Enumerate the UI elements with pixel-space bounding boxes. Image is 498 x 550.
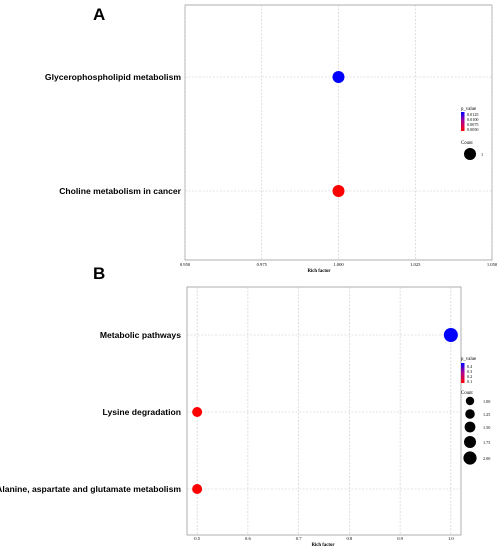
panel-a-color-bar (461, 112, 465, 131)
panel-b-color-tick: 0.1 (467, 379, 472, 384)
panel-b-color-legend-title: p_value (461, 357, 476, 362)
panel-a-size-legend: Count 1 (461, 141, 483, 160)
panel-b-size-legend-dot (463, 451, 477, 465)
panel-a-data-point (332, 185, 345, 197)
panel-b-size-legend-label: 1.25 (483, 412, 490, 417)
panel-b-category-label: Alanine, aspartate and glutamate metabol… (0, 484, 181, 494)
panel-b-x-tick-label: 0.7 (296, 536, 302, 541)
panel-b-x-tick-label: 0.5 (194, 536, 200, 541)
panel-a-color-tick: 0.0075 (467, 122, 479, 127)
panel-a-letter: A (93, 5, 105, 24)
panel-b-size-legend-label: 2.00 (483, 456, 490, 461)
panel-b-size-legend-dot (465, 409, 475, 419)
panel-b-letter: B (93, 264, 105, 283)
panel-a-color-tick: 0.0100 (467, 117, 479, 122)
panel-b-size-legend-title: Count (461, 391, 473, 396)
panel-a-size-legend-label: 1 (481, 152, 483, 157)
panel-b-data-point (443, 328, 458, 342)
panel-a-size-legend-dot (464, 148, 476, 160)
panel-b-color-bar (461, 363, 465, 383)
panel-b-size-legend-label: 1.75 (483, 440, 490, 445)
panel-b-color-tick: 0.2 (467, 374, 472, 379)
panel-a-data-point (332, 71, 345, 83)
panel-b-data-point (192, 484, 203, 494)
panel-b-x-tick-label: 1.0 (448, 536, 454, 541)
panel-a-x-tick-label: 0.975 (257, 262, 268, 267)
panel-a-plot: 0.950 0.975 1.000 1.025 1.050 Glycerophosphol… (45, 5, 498, 267)
panel-b-color-tick: 0.4 (467, 364, 473, 369)
panel-b-x-tick-label: 0.9 (397, 536, 403, 541)
panel-b-x-tick-label: 0.8 (346, 536, 352, 541)
panel-b-size-legend: Count 1.00 1.25 1.50 1.75 2.00 (461, 391, 490, 465)
panel-b-plot: 0.5 0.6 0.7 0.8 0.9 1.0 Metabolic pathways Lysi… (0, 287, 461, 541)
panel-b-color-tick: 0.3 (467, 369, 472, 374)
panel-b-category-label: Metabolic pathways (100, 330, 181, 340)
panel-a-category-label: Choline metabolism in cancer (59, 186, 181, 196)
panel-a-color-legend: p_value 0.0125 0.0100 0.0075 0.0050 (461, 107, 479, 132)
panel-b-color-legend: p_value 0.4 0.3 0.2 0.1 (461, 357, 476, 384)
panel-a-x-tick-label: 1.000 (333, 262, 344, 267)
panel-b-data-point (192, 407, 203, 417)
panel-a-color-legend-title: p_value (461, 107, 476, 112)
panel-b-x-tick-label: 0.6 (245, 536, 251, 541)
panel-a-x-tick-label: 1.025 (410, 262, 421, 267)
panel-a-color-tick: 0.0050 (467, 127, 479, 132)
panel-a-color-tick: 0.0125 (467, 112, 479, 117)
panel-b-size-legend-dot (465, 396, 475, 406)
panel-b: B 0.5 0.6 0.7 0.8 0.9 1.0 Metabolic pathways Ly… (0, 264, 490, 548)
panel-a-x-axis-title: Rich factor (307, 269, 331, 274)
panel-b-size-legend-label: 1.50 (483, 425, 490, 430)
panel-a: A 0.950 0.975 1.000 1.025 1.050 Glycerophosph… (45, 4, 498, 274)
panel-b-plot-frame (186, 286, 462, 536)
panel-a-category-label: Glycerophospholipid metabolism (45, 72, 181, 82)
panel-a-x-tick-label: 0.950 (180, 262, 191, 267)
panel-b-size-legend-dot (464, 421, 476, 433)
panel-b-category-label: Lysine degradation (103, 407, 181, 417)
panel-a-size-legend-title: Count (461, 141, 473, 146)
panel-b-size-legend-label: 1.00 (483, 399, 490, 404)
panel-b-x-axis-title: Rich factor (311, 543, 335, 548)
panel-b-size-legend-dot (464, 436, 476, 448)
panel-a-x-tick-label: 1.050 (487, 262, 498, 267)
